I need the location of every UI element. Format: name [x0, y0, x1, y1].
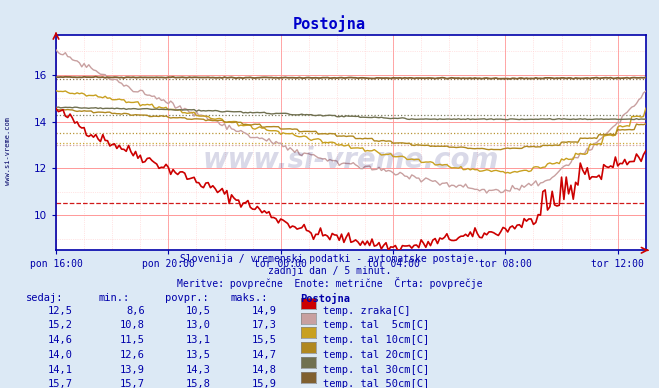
Text: 14,0: 14,0 [47, 350, 72, 360]
Text: temp. zraka[C]: temp. zraka[C] [323, 306, 411, 316]
Text: temp. tal  5cm[C]: temp. tal 5cm[C] [323, 320, 429, 331]
Text: 12,5: 12,5 [47, 306, 72, 316]
Text: 15,8: 15,8 [186, 379, 211, 388]
Text: www.si-vreme.com: www.si-vreme.com [203, 146, 499, 174]
Text: 14,1: 14,1 [47, 365, 72, 375]
Text: 13,9: 13,9 [120, 365, 145, 375]
Text: 10,8: 10,8 [120, 320, 145, 331]
Text: 15,2: 15,2 [47, 320, 72, 331]
Text: temp. tal 10cm[C]: temp. tal 10cm[C] [323, 335, 429, 345]
Text: 14,3: 14,3 [186, 365, 211, 375]
Text: temp. tal 20cm[C]: temp. tal 20cm[C] [323, 350, 429, 360]
Text: Postojna: Postojna [293, 16, 366, 32]
Text: 14,6: 14,6 [47, 335, 72, 345]
Text: 13,0: 13,0 [186, 320, 211, 331]
Text: 15,7: 15,7 [47, 379, 72, 388]
Text: Slovenija / vremenski podatki - avtomatske postaje.: Slovenija / vremenski podatki - avtomats… [180, 254, 479, 264]
Text: temp. tal 50cm[C]: temp. tal 50cm[C] [323, 379, 429, 388]
Text: 15,7: 15,7 [120, 379, 145, 388]
Text: Meritve: povprečne  Enote: metrične  Črta: povprečje: Meritve: povprečne Enote: metrične Črta:… [177, 277, 482, 289]
Text: 15,5: 15,5 [252, 335, 277, 345]
Text: zadnji dan / 5 minut.: zadnji dan / 5 minut. [268, 266, 391, 276]
Text: 13,1: 13,1 [186, 335, 211, 345]
Text: 14,7: 14,7 [252, 350, 277, 360]
Text: 14,8: 14,8 [252, 365, 277, 375]
Text: temp. tal 30cm[C]: temp. tal 30cm[C] [323, 365, 429, 375]
Text: 13,5: 13,5 [186, 350, 211, 360]
Text: 14,9: 14,9 [252, 306, 277, 316]
Text: Postojna: Postojna [300, 293, 350, 304]
Text: 17,3: 17,3 [252, 320, 277, 331]
Text: povpr.:: povpr.: [165, 293, 208, 303]
Text: sedaj:: sedaj: [26, 293, 64, 303]
Text: 8,6: 8,6 [127, 306, 145, 316]
Text: 12,6: 12,6 [120, 350, 145, 360]
Text: 10,5: 10,5 [186, 306, 211, 316]
Text: 11,5: 11,5 [120, 335, 145, 345]
Text: www.si-vreme.com: www.si-vreme.com [5, 117, 11, 185]
Text: 15,9: 15,9 [252, 379, 277, 388]
Text: min.:: min.: [99, 293, 130, 303]
Text: maks.:: maks.: [231, 293, 268, 303]
